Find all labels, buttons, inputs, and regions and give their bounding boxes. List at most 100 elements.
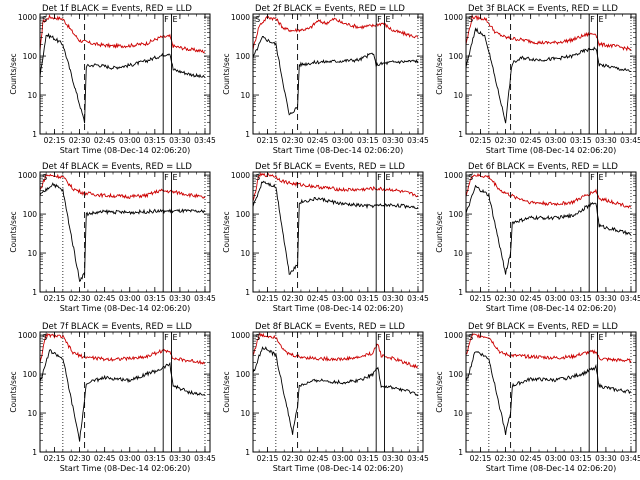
y-tick-label: 10 — [240, 409, 250, 418]
x-tick-label: 02:30 — [69, 454, 91, 463]
x-tick-label: 03:15 — [144, 136, 166, 145]
y-tick-label: 1 — [458, 130, 463, 139]
marker-label-e: E — [599, 173, 604, 182]
y-tick-label: 100 — [236, 210, 251, 219]
x-tick-label: 02:30 — [282, 454, 304, 463]
x-tick-label: 02:15 — [470, 136, 492, 145]
x-tick-label: 02:30 — [282, 136, 304, 145]
x-tick-label: 03:30 — [169, 136, 191, 145]
x-tick-label: 02:45 — [520, 136, 542, 145]
y-tick-label: 10 — [240, 91, 250, 100]
plot-frame — [465, 171, 637, 293]
series-line-lld — [253, 15, 419, 51]
x-tick-label: 03:00 — [119, 136, 141, 145]
y-tick-label: 1000 — [18, 331, 37, 340]
x-tick-label: 03:45 — [407, 294, 429, 303]
panel-title: Det 2f BLACK = Events, RED = LLD — [255, 4, 405, 14]
x-tick-label: 02:45 — [307, 294, 329, 303]
y-tick-label: 10 — [453, 91, 463, 100]
plot-frame — [465, 331, 637, 453]
y-tick-label: 1000 — [444, 171, 463, 180]
plot-frame — [39, 171, 211, 293]
series-line-events — [253, 36, 419, 116]
x-tick-label: 03:15 — [357, 136, 379, 145]
y-axis-label: Counts/sec — [9, 211, 18, 252]
marker-label-e: E — [599, 15, 604, 24]
marker-label-f: F — [377, 333, 382, 342]
marker-label-f: F — [377, 15, 382, 24]
marker-label-e: E — [386, 15, 391, 24]
x-tick-label: 03:15 — [144, 294, 166, 303]
x-tick-label: 03:45 — [194, 454, 216, 463]
series-line-lld — [40, 332, 206, 365]
x-tick-label: 03:45 — [407, 136, 429, 145]
y-tick-label: 1 — [32, 130, 37, 139]
x-axis-label: Start Time (08-Dec-14 02:06:20) — [273, 464, 404, 473]
x-axis-label: Start Time (08-Dec-14 02:06:20) — [60, 304, 191, 313]
plot-frame — [252, 171, 424, 293]
x-axis-label: Start Time (08-Dec-14 02:06:20) — [486, 304, 617, 313]
x-tick-label: 03:30 — [169, 294, 191, 303]
panel-title: Det 8f BLACK = Events, RED = LLD — [255, 322, 405, 332]
x-tick-label: 02:45 — [307, 454, 329, 463]
marker-label-f: F — [164, 333, 169, 342]
marker-label-e: E — [173, 173, 178, 182]
x-tick-label: 03:15 — [357, 454, 379, 463]
series-line-events — [253, 346, 419, 435]
series-line-events — [40, 348, 206, 442]
x-tick-label: 02:15 — [470, 294, 492, 303]
marker-label-s: S — [468, 333, 473, 342]
panel-title: Det 7f BLACK = Events, RED = LLD — [42, 322, 192, 332]
x-tick-label: 02:15 — [257, 136, 279, 145]
x-axis-label: Start Time (08-Dec-14 02:06:20) — [60, 146, 191, 155]
x-axis-label: Start Time (08-Dec-14 02:06:20) — [273, 146, 404, 155]
marker-label-s: S — [468, 173, 473, 182]
y-tick-label: 1 — [458, 448, 463, 457]
series-line-lld — [466, 333, 632, 364]
x-tick-label: 02:15 — [470, 454, 492, 463]
x-axis-label: Start Time (08-Dec-14 02:06:20) — [273, 304, 404, 313]
series-line-events — [253, 180, 419, 275]
x-tick-label: 02:30 — [495, 454, 517, 463]
x-tick-label: 03:45 — [620, 294, 640, 303]
y-tick-label: 100 — [449, 52, 464, 61]
x-tick-label: 02:45 — [94, 294, 116, 303]
y-tick-label: 10 — [453, 249, 463, 258]
x-tick-label: 03:00 — [332, 294, 354, 303]
y-axis-label: Counts/sec — [9, 371, 18, 412]
x-tick-label: 03:00 — [332, 454, 354, 463]
x-axis-label: Start Time (08-Dec-14 02:06:20) — [486, 146, 617, 155]
x-tick-label: 02:15 — [257, 454, 279, 463]
marker-label-f: F — [377, 173, 382, 182]
x-tick-label: 03:00 — [545, 454, 567, 463]
x-tick-label: 03:00 — [332, 136, 354, 145]
y-tick-label: 10 — [240, 249, 250, 258]
y-tick-label: 1 — [245, 130, 250, 139]
series-line-events — [466, 27, 631, 124]
marker-label-e: E — [173, 333, 178, 342]
x-tick-label: 03:30 — [595, 454, 617, 463]
x-tick-label: 02:30 — [495, 294, 517, 303]
x-tick-label: 02:45 — [307, 136, 329, 145]
x-tick-label: 03:15 — [570, 454, 592, 463]
panel-title: Det 6f BLACK = Events, RED = LLD — [468, 162, 618, 172]
marker-label-s: S — [42, 15, 47, 24]
x-tick-label: 02:15 — [257, 294, 279, 303]
marker-label-s: S — [42, 173, 47, 182]
y-axis-label: Counts/sec — [222, 53, 231, 94]
marker-label-e: E — [599, 333, 604, 342]
y-tick-label: 10 — [27, 249, 37, 258]
y-axis-label: Counts/sec — [222, 371, 231, 412]
y-tick-label: 1 — [32, 288, 37, 297]
y-axis-label: Counts/sec — [435, 211, 444, 252]
series-line-events — [40, 182, 206, 283]
y-tick-label: 100 — [236, 52, 251, 61]
y-tick-label: 1 — [32, 448, 37, 457]
marker-label-f: F — [590, 173, 595, 182]
x-tick-label: 02:45 — [520, 454, 542, 463]
plot-frame — [39, 13, 211, 135]
series-line-lld — [466, 14, 632, 52]
y-tick-label: 100 — [236, 370, 251, 379]
